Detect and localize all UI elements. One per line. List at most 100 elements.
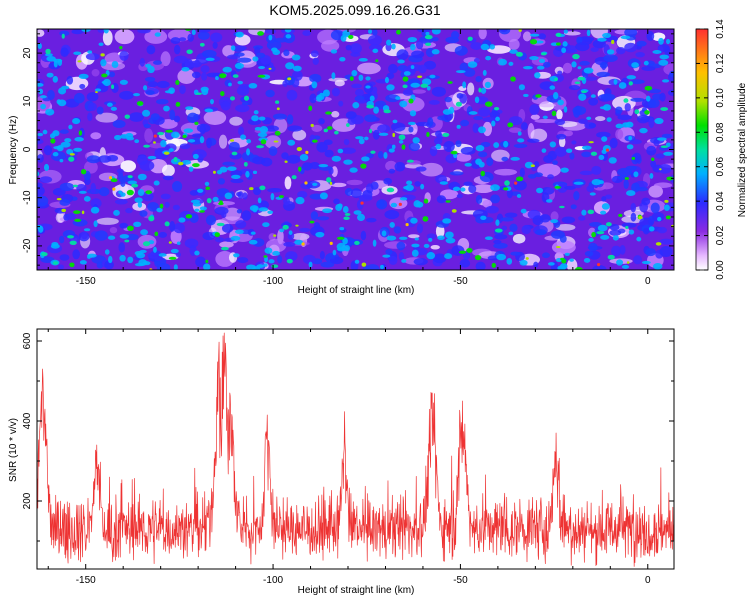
- heatmap-cell: [191, 71, 201, 79]
- heatmap-cell: [475, 76, 482, 83]
- heatmap-cell: [171, 131, 180, 139]
- heatmap-cell: [69, 240, 77, 245]
- heatmap-cell: [98, 42, 104, 47]
- heatmap-cell: [323, 139, 333, 145]
- heatmap-cell: [255, 52, 266, 59]
- heatmap-cell: [424, 34, 433, 40]
- heatmap-cell: [435, 143, 442, 150]
- heatmap-cell: [309, 93, 317, 104]
- heatmap-cell: [372, 239, 377, 247]
- heatmap-cell: [196, 123, 211, 133]
- heatmap-cell: [416, 223, 423, 234]
- heatmap-cell: [623, 98, 629, 103]
- heatmap-cell: [665, 215, 671, 220]
- heatmap-cell: [666, 176, 674, 181]
- heatmap-cell: [84, 160, 98, 174]
- heatmap-cell: [489, 44, 495, 50]
- heatmap-cell: [596, 131, 611, 138]
- heatmap-cell: [90, 198, 102, 209]
- heatmap-cell: [337, 148, 344, 154]
- heatmap-cell: [386, 39, 392, 46]
- heatmap-cell: [451, 209, 457, 213]
- heatmap-cell: [463, 181, 473, 187]
- heatmap-cell: [285, 251, 298, 262]
- heatmap-cell: [568, 84, 581, 91]
- heatmap-cell: [462, 81, 467, 89]
- heatmap-cell: [346, 123, 350, 127]
- heatmap-cell: [421, 78, 432, 86]
- heatmap-cell: [233, 253, 240, 258]
- heatmap-cell: [90, 206, 100, 214]
- heatmap-cell: [543, 61, 551, 68]
- heatmap-cell: [241, 151, 254, 161]
- colorbar-tick-label: 0.00: [715, 260, 726, 280]
- heatmap-cell: [641, 260, 651, 265]
- heatmap-cell: [503, 140, 509, 148]
- heatmap-cell: [628, 81, 633, 86]
- heatmap-cell: [272, 250, 280, 256]
- heatmap-cell: [517, 131, 522, 136]
- heatmap-cell: [43, 145, 53, 156]
- heatmap-cell: [224, 192, 233, 200]
- heatmap-cell: [61, 33, 65, 39]
- heatmap-cell: [147, 155, 157, 160]
- heatmap-cell: [383, 177, 393, 185]
- heatmap-cell: [178, 37, 187, 42]
- heatmap-cell: [102, 29, 113, 46]
- heatmap-cell: [588, 97, 599, 106]
- heatmap-cell: [238, 126, 245, 136]
- heatmap-cell: [388, 148, 395, 153]
- heatmap-cell: [482, 121, 493, 137]
- heatmap-cell: [345, 111, 357, 119]
- heatmap-cell: [235, 31, 244, 38]
- heatmap-cell: [562, 62, 573, 74]
- heatmap-cell: [500, 217, 514, 222]
- heatmap-cell: [144, 128, 154, 143]
- heatmap-cell: [168, 87, 175, 94]
- heatmap-cell: [486, 157, 494, 167]
- heatmap-cell: [119, 45, 123, 50]
- heatmap-cell: [257, 31, 264, 36]
- heatmap-cell: [78, 73, 89, 79]
- heatmap-cell: [575, 42, 590, 52]
- heatmap-cell: [38, 88, 44, 95]
- heatmap-cell: [242, 192, 248, 200]
- heatmap-cell: [237, 80, 244, 85]
- heatmap-cell: [59, 30, 70, 37]
- heatmap-cell: [506, 188, 513, 199]
- heatmap-cell: [50, 138, 56, 144]
- heatmap-cell: [299, 153, 309, 161]
- heatmap-cell: [287, 77, 292, 81]
- heatmap-cell: [127, 256, 134, 264]
- heatmap-cell: [399, 197, 408, 201]
- heatmap-cell: [605, 148, 610, 152]
- heatmap-cell: [630, 79, 645, 85]
- heatmap-cell: [159, 203, 164, 209]
- heatmap-cell: [37, 132, 44, 137]
- heatmap-cell: [37, 83, 44, 87]
- heatmap-cell: [259, 126, 269, 134]
- heatmap-cell: [202, 49, 217, 58]
- heatmap-cell: [302, 30, 311, 36]
- heatmap-cell: [252, 206, 258, 213]
- heatmap-cell: [40, 103, 46, 110]
- heatmap-cell: [145, 63, 152, 68]
- heatmap-cell: [353, 210, 362, 215]
- heatmap-cell: [654, 182, 673, 188]
- heatmap-cell: [357, 62, 381, 75]
- heatmap-cell: [246, 139, 252, 144]
- heatmap-cell: [137, 173, 147, 181]
- heatmap-cell: [616, 46, 626, 55]
- heatmap-cell: [542, 115, 548, 120]
- heatmap-cell: [185, 214, 193, 219]
- heatmap-cell: [352, 102, 360, 109]
- heatmap-cell: [556, 133, 567, 140]
- heatmap-cell: [206, 137, 212, 149]
- colorbar-ticks: 0.00 0.02 0.04 0.06 0.08 0.10 0.12 0.14: [696, 19, 726, 280]
- heatmap-cell: [252, 170, 258, 175]
- heatmap-cell: [96, 106, 104, 115]
- heatmap-cell: [187, 112, 199, 124]
- heatmap-cell: [330, 182, 347, 188]
- snr-series-line: [37, 332, 674, 567]
- heatmap-cell: [557, 265, 566, 270]
